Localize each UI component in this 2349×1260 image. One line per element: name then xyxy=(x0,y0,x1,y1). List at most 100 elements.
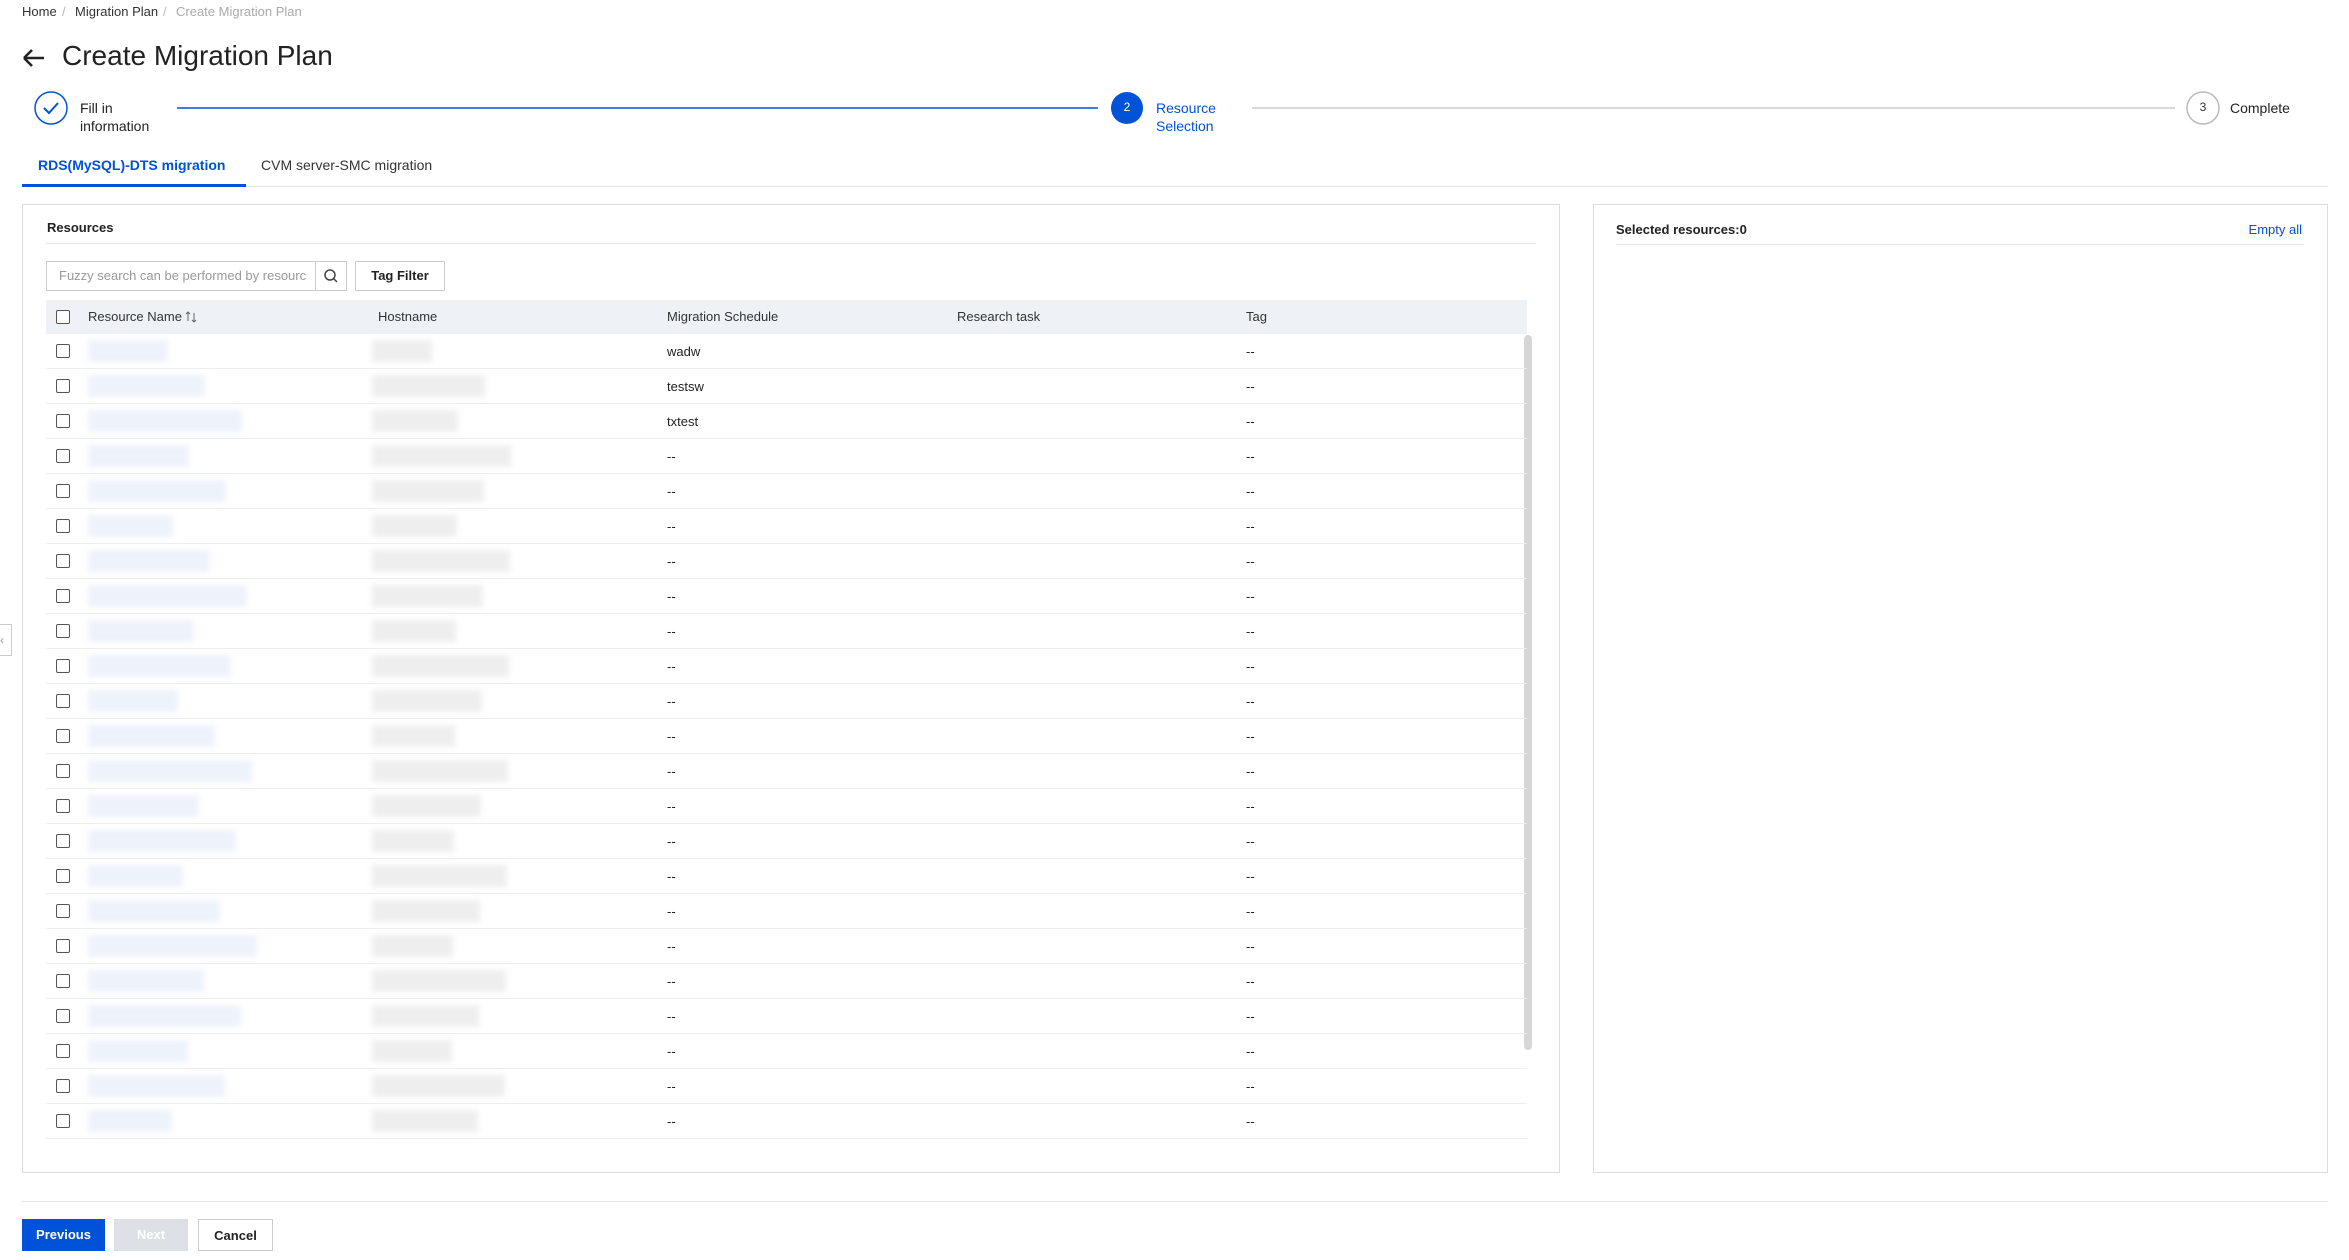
schedule-cell: -- xyxy=(667,484,676,499)
blurred-hostname xyxy=(372,690,482,712)
separator: / xyxy=(163,4,167,19)
schedule-cell: -- xyxy=(667,624,676,639)
blurred-hostname xyxy=(372,1040,452,1062)
blurred-name xyxy=(88,1110,172,1132)
row-checkbox[interactable] xyxy=(56,1044,70,1058)
row-checkbox[interactable] xyxy=(56,974,70,988)
separator: / xyxy=(62,4,66,19)
schedule-cell: -- xyxy=(667,694,676,709)
schedule-cell: -- xyxy=(667,1114,676,1129)
blurred-name xyxy=(88,900,220,922)
row-checkbox[interactable] xyxy=(56,554,70,568)
schedule-cell: wadw xyxy=(667,344,701,359)
row-checkbox[interactable] xyxy=(56,764,70,778)
row-checkbox[interactable] xyxy=(56,869,70,883)
blurred-name xyxy=(88,725,215,747)
scrollbar[interactable] xyxy=(1524,335,1532,1050)
tag-cell: -- xyxy=(1246,799,1255,814)
tag-cell: -- xyxy=(1246,1079,1255,1094)
select-all-checkbox[interactable] xyxy=(56,310,70,324)
row-checkbox[interactable] xyxy=(56,624,70,638)
row-checkbox[interactable] xyxy=(56,1009,70,1023)
breadcrumb-plan[interactable]: Migration Plan xyxy=(75,4,159,19)
step-label: Resource Selection xyxy=(1156,100,1216,134)
row-checkbox[interactable] xyxy=(56,414,70,428)
blurred-name xyxy=(88,375,205,397)
schedule-cell: txtest xyxy=(667,414,699,429)
row-checkbox[interactable] xyxy=(56,1114,70,1128)
row-checkbox[interactable] xyxy=(56,904,70,918)
column-header: Migration Schedule xyxy=(667,309,779,324)
tag-cell: -- xyxy=(1246,904,1255,919)
row-checkbox[interactable] xyxy=(56,799,70,813)
row-divider xyxy=(46,508,1527,509)
row-checkbox[interactable] xyxy=(56,939,70,953)
empty-all-link[interactable]: Empty all xyxy=(2248,222,2302,237)
row-divider xyxy=(46,473,1527,474)
blurred-name xyxy=(88,935,257,957)
schedule-cell: -- xyxy=(667,729,676,744)
sort-icon[interactable] xyxy=(185,311,197,323)
tab-divider xyxy=(22,186,2328,187)
row-checkbox[interactable] xyxy=(56,694,70,708)
blurred-hostname xyxy=(372,340,432,362)
search-input[interactable]: Fuzzy search can be performed by resourc xyxy=(46,261,316,291)
schedule-cell: -- xyxy=(667,904,676,919)
blurred-name xyxy=(88,1005,241,1027)
row-divider xyxy=(46,1068,1527,1069)
schedule-cell: -- xyxy=(667,834,676,849)
column-header: Resource Name xyxy=(88,309,182,324)
blurred-name xyxy=(88,830,236,852)
tab[interactable]: CVM server-SMC migration xyxy=(261,157,433,173)
blurred-hostname xyxy=(372,515,457,537)
row-divider xyxy=(46,718,1527,719)
row-checkbox[interactable] xyxy=(56,729,70,743)
row-checkbox[interactable] xyxy=(56,659,70,673)
tag-cell: -- xyxy=(1246,484,1255,499)
schedule-cell: -- xyxy=(667,1009,676,1024)
row-checkbox[interactable] xyxy=(56,379,70,393)
schedule-cell: -- xyxy=(667,659,676,674)
blurred-name xyxy=(88,480,226,502)
blurred-name xyxy=(88,515,173,537)
column-header: Tag xyxy=(1246,309,1267,324)
back-arrow[interactable] xyxy=(20,46,48,70)
breadcrumb-home[interactable]: Home xyxy=(22,4,57,19)
row-checkbox[interactable] xyxy=(56,484,70,498)
blurred-name xyxy=(88,410,242,432)
row-divider xyxy=(46,823,1527,824)
blurred-hostname xyxy=(372,1110,478,1132)
blurred-hostname xyxy=(372,900,480,922)
blurred-name xyxy=(88,970,204,992)
row-divider xyxy=(46,578,1527,579)
row-checkbox[interactable] xyxy=(56,344,70,358)
blurred-hostname xyxy=(372,620,456,642)
tag-cell: -- xyxy=(1246,869,1255,884)
schedule-cell: -- xyxy=(667,869,676,884)
schedule-cell: testsw xyxy=(667,379,704,394)
collapse-handle[interactable]: ‹ xyxy=(0,624,12,656)
row-checkbox[interactable] xyxy=(56,834,70,848)
blurred-name xyxy=(88,795,199,817)
blurred-hostname xyxy=(372,550,510,572)
tag-filter-button[interactable]: Tag Filter xyxy=(355,261,445,291)
row-divider xyxy=(46,648,1527,649)
blurred-hostname xyxy=(372,480,484,502)
row-checkbox[interactable] xyxy=(56,449,70,463)
blurred-hostname xyxy=(372,970,506,992)
row-checkbox[interactable] xyxy=(56,589,70,603)
blurred-hostname xyxy=(372,445,511,467)
cancel-button[interactable]: Cancel xyxy=(198,1219,273,1251)
page-title: Create Migration Plan xyxy=(62,40,333,71)
step-number: 3 xyxy=(2199,100,2207,114)
row-checkbox[interactable] xyxy=(56,519,70,533)
resources-panel xyxy=(22,204,1560,1173)
tab-active[interactable]: RDS(MySQL)-DTS migration xyxy=(38,157,226,173)
blurred-name xyxy=(88,550,210,572)
row-checkbox[interactable] xyxy=(56,1079,70,1093)
search-button[interactable] xyxy=(315,261,347,291)
blurred-hostname xyxy=(372,760,508,782)
step-label: Complete xyxy=(2230,100,2290,116)
previous-button[interactable]: Previous xyxy=(22,1219,105,1251)
row-divider xyxy=(46,613,1527,614)
